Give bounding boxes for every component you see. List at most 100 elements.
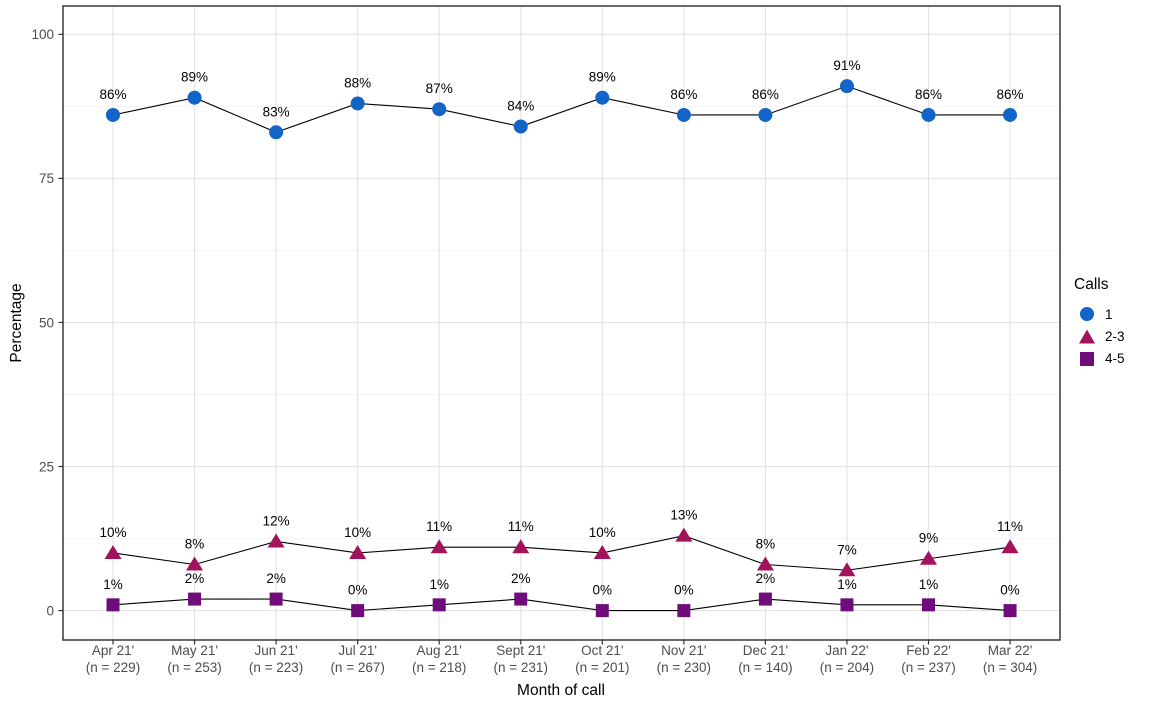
legend-marker-shape — [1080, 307, 1094, 322]
x-tick-label-month: Apr 21' — [92, 643, 134, 658]
legend-square-icon — [1080, 351, 1094, 366]
data-point-triangle — [186, 556, 204, 571]
data-point-circle — [758, 107, 773, 122]
value-label: 2% — [266, 571, 286, 586]
value-label: 9% — [919, 531, 939, 546]
data-point-triangle — [104, 544, 122, 559]
data-point-square — [432, 598, 446, 612]
y-tick-label: 25 — [39, 459, 54, 474]
data-point-circle — [1003, 107, 1018, 122]
data-point-circle — [432, 102, 447, 117]
legend-circle-icon — [1080, 307, 1094, 322]
legend-item-4-5: 4-5 — [1068, 348, 1125, 370]
data-point-triangle — [349, 544, 367, 559]
value-label: 87% — [426, 81, 453, 96]
data-point-square — [269, 592, 283, 606]
data-point-circle — [839, 79, 854, 94]
data-point-square — [351, 604, 365, 618]
data-point-circle — [269, 125, 284, 140]
series-line-4-5 — [112, 598, 1011, 612]
data-point-square — [188, 592, 202, 606]
x-tick-label-n: (n = 218) — [412, 660, 466, 675]
data-point-circle — [676, 107, 691, 122]
legend-item-1: 1 — [1068, 303, 1125, 325]
data-point-circle — [595, 90, 610, 105]
x-tick-label-month: Mar 22' — [988, 643, 1033, 658]
x-tick-label-month: Jan 22' — [825, 643, 868, 658]
x-axis-title: Month of call — [517, 682, 605, 699]
data-point-square — [677, 604, 691, 618]
y-axis-title: Percentage — [8, 283, 25, 363]
data-point-circle — [106, 107, 120, 122]
value-label: 86% — [99, 87, 126, 102]
data-point-triangle — [920, 550, 937, 565]
value-label: 0% — [593, 583, 613, 598]
legend-triangle-icon — [1079, 329, 1095, 344]
y-tick-label: 50 — [39, 315, 54, 330]
value-label: 10% — [99, 525, 126, 540]
value-label: 11% — [997, 519, 1023, 534]
value-label: 86% — [997, 87, 1024, 102]
x-tick-label-month: Dec 21' — [743, 643, 788, 658]
legend-marker-shape — [1079, 329, 1095, 344]
data-point-circle — [350, 96, 365, 111]
x-tick-label-n: (n = 231) — [494, 660, 548, 675]
value-label: 1% — [919, 577, 939, 592]
data-point-circle — [187, 90, 202, 105]
data-point-square — [1003, 604, 1017, 618]
legend-item-2-3: 2-3 — [1068, 325, 1125, 347]
value-label: 89% — [589, 70, 616, 85]
x-tick-label-n: (n = 237) — [901, 660, 955, 675]
value-label: 86% — [670, 87, 697, 102]
data-point-triangle — [267, 533, 285, 548]
x-tick-label-month: Feb 22' — [906, 643, 951, 658]
x-tick-label-n: (n = 140) — [738, 660, 792, 675]
value-label: 8% — [185, 536, 205, 551]
value-label: 0% — [348, 583, 368, 598]
value-label: 1% — [103, 577, 123, 592]
legend-items: 1 2-3 4-5 — [1068, 303, 1125, 370]
value-label: 8% — [756, 536, 776, 551]
series-line-1 — [112, 85, 1011, 133]
x-tick-label-n: (n = 201) — [575, 660, 629, 675]
x-tick-label-n: (n = 253) — [167, 660, 221, 675]
x-tick-label-month: Sept 21' — [496, 643, 545, 658]
data-point-triangle — [593, 544, 611, 559]
x-tick-label-month: Jun 21' — [255, 643, 298, 658]
legend-label: 2-3 — [1105, 329, 1125, 345]
x-tick-label-n: (n = 223) — [249, 660, 303, 675]
x-tick-label-n: (n = 229) — [86, 660, 140, 675]
x-tick-label-n: (n = 230) — [657, 660, 711, 675]
x-tick-label-n: (n = 304) — [983, 660, 1037, 675]
data-point-triangle — [512, 539, 530, 554]
x-tick-label-month: Aug 21' — [417, 643, 462, 658]
legend-label: 1 — [1105, 306, 1113, 322]
value-label: 12% — [263, 513, 290, 528]
value-label: 88% — [344, 75, 371, 90]
value-label: 91% — [833, 58, 860, 73]
value-label: 7% — [837, 542, 857, 557]
y-tick-label: 100 — [31, 27, 54, 42]
value-label: 0% — [674, 583, 694, 598]
legend-marker-shape — [1080, 351, 1094, 366]
legend-label: 4-5 — [1105, 351, 1125, 367]
value-label: 2% — [185, 571, 205, 586]
x-tick-label-month: Jul 21' — [338, 643, 377, 658]
data-point-triangle — [838, 562, 856, 577]
data-point-square — [840, 598, 854, 612]
data-point-square — [758, 592, 772, 606]
data-point-circle — [513, 119, 528, 134]
value-label: 11% — [508, 519, 534, 534]
value-label: 10% — [589, 525, 616, 540]
data-point-triangle — [430, 539, 448, 554]
data-point-square — [514, 592, 528, 606]
value-label: 83% — [263, 104, 290, 119]
y-tick-label: 0 — [46, 603, 54, 618]
value-label: 13% — [670, 508, 697, 523]
data-point-triangle — [675, 527, 693, 542]
value-label: 1% — [429, 577, 449, 592]
x-tick-label-month: Oct 21' — [581, 643, 623, 658]
data-point-square — [106, 598, 120, 612]
